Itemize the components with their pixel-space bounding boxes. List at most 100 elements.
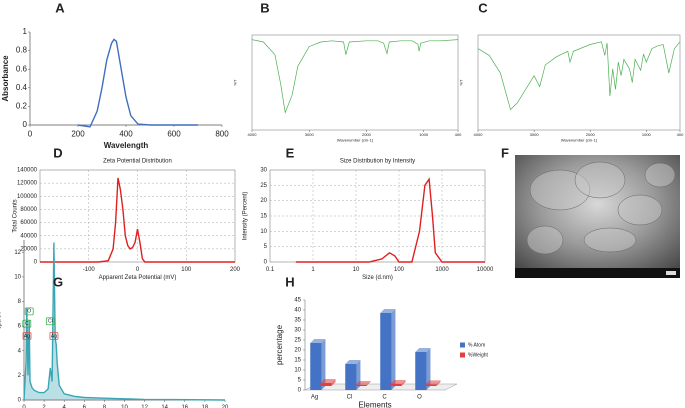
annotation: O: [27, 309, 31, 315]
x-tick-label: 3000: [305, 132, 315, 137]
y-axis-label: %T: [232, 79, 237, 86]
x-tick-label: 16: [181, 405, 188, 408]
x-tick-label: 1: [311, 267, 315, 273]
x-tick-label: 18: [202, 405, 209, 408]
annotation: C: [25, 321, 29, 327]
data-line: [251, 39, 459, 114]
y-tick-label: 0: [34, 260, 38, 266]
y-tick-label: 6: [18, 324, 22, 330]
y-tick-label: 25: [294, 338, 301, 344]
sem-info-bar: [515, 268, 680, 278]
x-tick-label: 1000: [419, 132, 429, 137]
y-tick-label: 4: [18, 348, 22, 354]
bar: [415, 352, 427, 390]
sem-grain: [526, 225, 564, 255]
x-tick-label: 10000: [477, 267, 494, 273]
data-line: [23, 242, 226, 401]
x-tick-label: 6: [83, 405, 87, 408]
x-tick-label: 3000: [530, 132, 540, 137]
y-tick-label: 8: [18, 299, 22, 305]
x-tick-label: 100: [181, 267, 192, 273]
bar-side: [391, 309, 396, 390]
data-line: [295, 177, 485, 263]
y-tick-label: 100000: [17, 194, 38, 200]
x-tick-label: -100: [83, 267, 96, 273]
y-tick-label: 25: [260, 183, 267, 189]
y-tick-label: 5: [264, 244, 268, 250]
y-tick-label: 140000: [17, 168, 38, 174]
bar-top: [380, 309, 396, 313]
y-axis-label: Intensity (Percent): [242, 192, 248, 241]
x-tick-label: 2000: [586, 132, 596, 137]
x-tick-label: 12: [141, 405, 148, 408]
y-tick-label: 10: [14, 275, 21, 281]
bar: [425, 384, 437, 386]
x-tick-label: 10: [353, 267, 360, 273]
x-tick-label: Cl: [347, 395, 353, 401]
y-tick-label: 35: [294, 318, 301, 324]
y-axis-label: cps/eV: [0, 311, 2, 329]
x-tick-label: O: [417, 395, 422, 401]
y-tick-label: 40000: [20, 233, 37, 239]
y-tick-label: 20000: [20, 246, 37, 252]
bar-side: [436, 380, 441, 386]
x-axis-label: Wavenumber (cm-1): [337, 137, 374, 142]
y-tick-label: 0: [23, 120, 28, 129]
x-tick-label: Ag: [311, 395, 318, 401]
panel-label: A: [55, 0, 65, 15]
y-tick-label: 0: [298, 388, 302, 394]
x-axis-label: Apparent Zeta Potential (mV): [99, 275, 177, 281]
bar-top: [415, 348, 431, 352]
x-tick-label: 0.1: [266, 267, 275, 273]
x-tick-label: 400: [119, 130, 133, 139]
y-axis-label: %T: [458, 79, 463, 86]
x-axis-label: Elements: [358, 401, 391, 408]
x-tick-label: 1000: [642, 132, 652, 137]
chart-title: Zeta Potential Distribution: [103, 159, 172, 165]
bar-side: [321, 339, 326, 390]
x-tick-label: 10: [121, 405, 128, 408]
y-tick-label: 0.2: [16, 102, 28, 111]
data-line: [477, 41, 681, 111]
y-tick-label: 2: [18, 373, 22, 379]
sem-grain: [583, 227, 637, 253]
legend-label: %Weight: [468, 352, 489, 358]
y-tick-label: 80000: [20, 207, 37, 213]
panel-label: B: [260, 0, 269, 15]
bar: [310, 343, 322, 390]
y-tick-label: 40: [294, 308, 301, 314]
legend-label: % Atom: [468, 342, 485, 348]
chart-title: Size Distribution by Intensity: [340, 159, 415, 165]
plot-frame: [251, 34, 459, 131]
x-tick-label: 400: [455, 132, 462, 137]
y-tick-label: 15: [294, 358, 301, 364]
x-tick-label: 20: [222, 405, 229, 408]
panel-label: C: [478, 0, 488, 15]
y-axis-label: Absorbance: [1, 55, 10, 102]
scale-bar: [666, 271, 676, 275]
annotation-box: [49, 332, 59, 340]
bar: [380, 313, 392, 390]
y-tick-label: 20: [260, 198, 267, 204]
sem-grain: [617, 194, 663, 226]
y-tick-label: 12: [14, 250, 21, 256]
y-tick-label: 15: [260, 214, 267, 220]
y-tick-label: 5: [298, 378, 302, 384]
bar-top: [310, 339, 326, 343]
annotation-box: [24, 307, 34, 316]
bar-top: [320, 379, 336, 383]
x-tick-label: 0: [136, 267, 140, 273]
x-axis-label: Wavelength: [104, 141, 149, 150]
y-tick-label: 30: [260, 168, 267, 174]
x-tick-label: 8: [103, 405, 107, 408]
y-tick-label: 20: [294, 348, 301, 354]
annotation: Ag: [24, 333, 30, 339]
bar-side: [331, 379, 336, 386]
x-tick-label: 2000: [362, 132, 372, 137]
bar: [355, 385, 367, 386]
x-tick-label: 4: [63, 405, 67, 408]
annotation: Ag: [51, 333, 57, 339]
bar-top: [345, 360, 361, 364]
y-tick-label: 30: [294, 328, 301, 334]
